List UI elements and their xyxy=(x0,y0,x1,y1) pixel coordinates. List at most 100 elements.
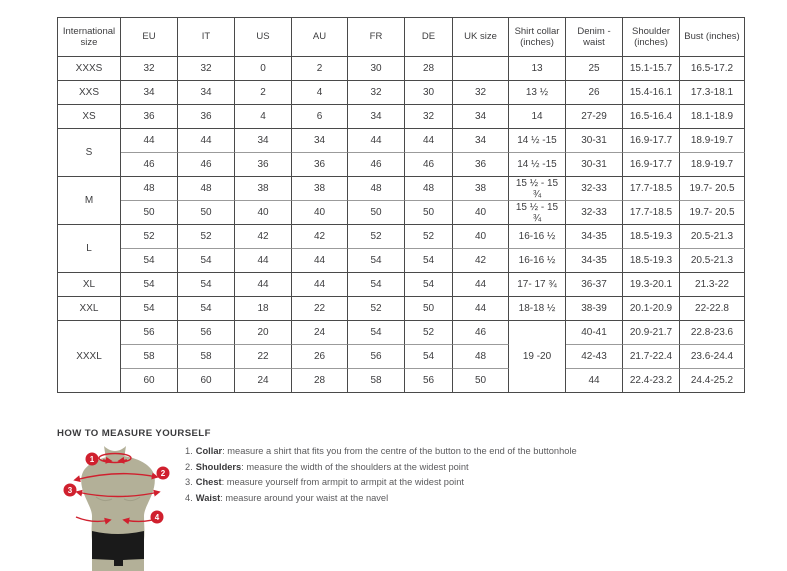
value-cell: 52 xyxy=(348,225,405,249)
header-cell: DE xyxy=(405,18,453,57)
value-cell: 40 xyxy=(453,225,509,249)
size-cell: XS xyxy=(58,105,121,129)
value-cell: 54 xyxy=(121,297,178,321)
measure-step: 3.Chest: measure yourself from armpit to… xyxy=(185,475,577,491)
value-cell: 50 xyxy=(178,201,235,225)
value-cell: 46 xyxy=(121,153,178,177)
value-cell: 24 xyxy=(292,321,348,345)
value-cell: 44 xyxy=(121,129,178,153)
value-cell: 34-35 xyxy=(566,225,623,249)
value-cell: 42 xyxy=(453,249,509,273)
value-cell: 40 xyxy=(235,201,292,225)
value-cell: 32 xyxy=(178,57,235,81)
header-cell: International size xyxy=(58,18,121,57)
svg-text:1: 1 xyxy=(90,455,95,464)
value-cell: 28 xyxy=(292,369,348,393)
value-cell: 16.5-17.2 xyxy=(680,57,745,81)
value-cell: 56 xyxy=(121,321,178,345)
value-cell: 50 xyxy=(121,201,178,225)
value-cell: 36 xyxy=(235,153,292,177)
value-cell: 30-31 xyxy=(566,129,623,153)
measure-steps: 1.Collar: measure a shirt that fits you … xyxy=(185,444,577,506)
value-cell: 6 xyxy=(292,105,348,129)
value-cell: 56 xyxy=(405,369,453,393)
value-cell: 4 xyxy=(292,81,348,105)
value-cell: 14 ½ -15 xyxy=(509,129,566,153)
value-cell: 34 xyxy=(348,105,405,129)
value-cell: 48 xyxy=(453,345,509,369)
value-cell: 17.3-18.1 xyxy=(680,81,745,105)
value-cell: 22 xyxy=(292,297,348,321)
size-cell: XXL xyxy=(58,297,121,321)
value-cell: 26 xyxy=(566,81,623,105)
figure-marker-4: 4 xyxy=(151,511,164,524)
header-cell: UK size xyxy=(453,18,509,57)
size-cell: M xyxy=(58,177,121,225)
value-cell: 26 xyxy=(292,345,348,369)
value-cell: 44 xyxy=(235,249,292,273)
value-cell: 25 xyxy=(566,57,623,81)
value-cell: 19.7- 20.5 xyxy=(680,201,745,225)
value-cell: 54 xyxy=(348,273,405,297)
value-cell: 52 xyxy=(405,225,453,249)
value-cell: 32-33 xyxy=(566,177,623,201)
value-cell: 13 xyxy=(509,57,566,81)
value-cell: 2 xyxy=(292,57,348,81)
value-cell: 50 xyxy=(405,297,453,321)
value-cell: 34 xyxy=(178,81,235,105)
measure-step: 1.Collar: measure a shirt that fits you … xyxy=(185,444,577,460)
value-cell: 48 xyxy=(121,177,178,201)
step-text: : measure the width of the shoulders at … xyxy=(241,462,468,472)
value-cell: 40-41 xyxy=(566,321,623,345)
value-cell: 21.7-22.4 xyxy=(623,345,680,369)
value-cell: 32-33 xyxy=(566,201,623,225)
value-cell: 38 xyxy=(292,177,348,201)
value-cell: 40 xyxy=(292,201,348,225)
value-cell: 13 ½ xyxy=(509,81,566,105)
value-cell: 38 xyxy=(235,177,292,201)
value-cell: 54 xyxy=(178,297,235,321)
header-cell: Bust (inches) xyxy=(680,18,745,57)
step-label: Waist xyxy=(196,493,220,503)
step-number: 4. xyxy=(185,493,193,503)
value-cell: 46 xyxy=(178,153,235,177)
value-cell: 24 xyxy=(235,369,292,393)
value-cell: 22-22.8 xyxy=(680,297,745,321)
measure-section-title: HOW TO MEASURE YOURSELF xyxy=(57,428,211,439)
value-cell: 50 xyxy=(348,201,405,225)
value-cell: 30 xyxy=(405,81,453,105)
value-cell: 20.5-21.3 xyxy=(680,225,745,249)
step-label: Shoulders xyxy=(196,462,241,472)
value-cell: 22 xyxy=(235,345,292,369)
value-cell: 56 xyxy=(348,345,405,369)
value-cell: 44 xyxy=(405,129,453,153)
header-cell: EU xyxy=(121,18,178,57)
value-cell: 20.5-21.3 xyxy=(680,249,745,273)
value-cell: 46 xyxy=(453,321,509,345)
value-cell: 30 xyxy=(348,57,405,81)
mannequin-figure: 1 2 3 4 xyxy=(62,443,182,571)
collar-arrow-left xyxy=(103,460,111,461)
value-cell: 16.9-17.7 xyxy=(623,129,680,153)
header-cell: AU xyxy=(292,18,348,57)
value-cell: 32 xyxy=(405,105,453,129)
value-cell: 20.1-20.9 xyxy=(623,297,680,321)
value-cell: 50 xyxy=(405,201,453,225)
size-cell: S xyxy=(58,129,121,177)
value-cell: 19.3-20.1 xyxy=(623,273,680,297)
value-cell: 34 xyxy=(121,81,178,105)
value-cell: 18.9-19.7 xyxy=(680,129,745,153)
value-cell: 46 xyxy=(348,153,405,177)
value-cell: 36 xyxy=(121,105,178,129)
figure-marker-3: 3 xyxy=(64,484,77,497)
value-cell: 16-16 ½ xyxy=(509,225,566,249)
value-cell xyxy=(453,57,509,81)
value-cell: 20.9-21.7 xyxy=(623,321,680,345)
value-cell: 44 xyxy=(292,249,348,273)
value-cell: 34-35 xyxy=(566,249,623,273)
